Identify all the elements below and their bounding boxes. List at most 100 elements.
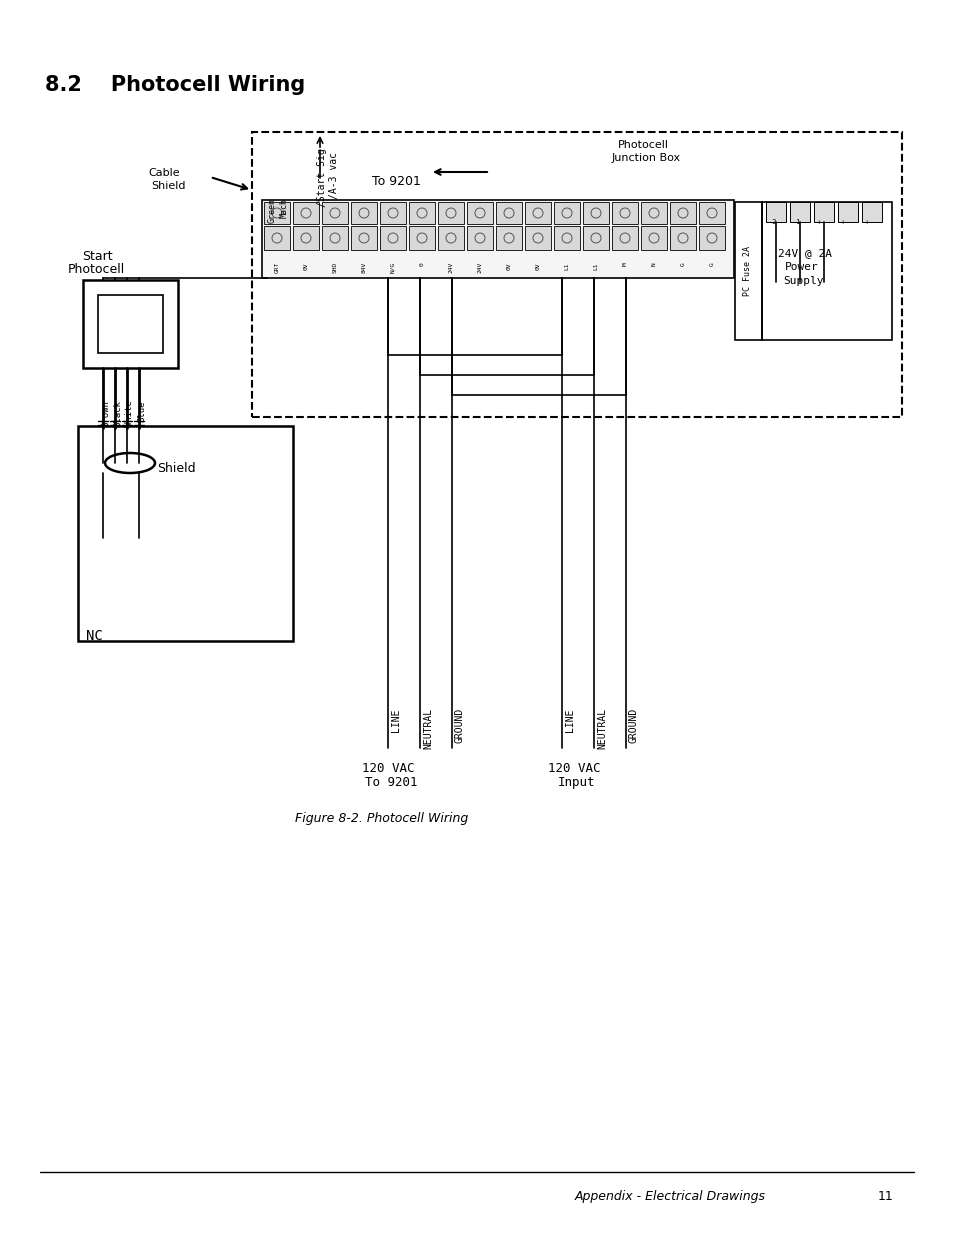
Text: LINE: LINE (564, 708, 575, 731)
Text: 0V: 0V (303, 262, 308, 269)
Text: Supply: Supply (782, 275, 822, 287)
Text: 24V: 24V (448, 262, 453, 273)
Text: Shield: Shield (151, 182, 185, 191)
Bar (862, 203, 882, 222)
Text: NEUTRAL: NEUTRAL (597, 708, 606, 750)
Text: +: + (864, 219, 868, 225)
Bar (761, 203, 891, 340)
Bar (524, 203, 551, 224)
Text: 24V: 24V (477, 262, 482, 273)
Text: N: N (651, 262, 656, 266)
Bar (437, 203, 463, 224)
Text: LINE: LINE (391, 708, 400, 731)
Text: Blue: Blue (137, 400, 146, 421)
Text: -2: -2 (768, 219, 777, 225)
Text: GRT: GRT (274, 262, 279, 273)
Bar (379, 226, 406, 249)
Text: Appendix - Electrical Drawings: Appendix - Electrical Drawings (575, 1191, 765, 1203)
Text: Mach: Mach (280, 198, 289, 219)
Text: 84V: 84V (361, 262, 366, 273)
Bar (78, 426, 293, 641)
Text: Start: Start (82, 249, 112, 263)
Bar (765, 203, 785, 222)
Bar (813, 203, 833, 222)
Text: /Start Sig: /Start Sig (316, 148, 327, 206)
Bar (264, 203, 290, 224)
Bar (496, 203, 521, 224)
Bar (264, 226, 290, 249)
Text: Black: Black (112, 400, 122, 427)
Text: Photocell: Photocell (618, 140, 668, 149)
Bar (554, 226, 579, 249)
Text: +: + (816, 219, 821, 225)
Bar (252, 132, 901, 417)
Bar (582, 203, 608, 224)
Text: Power: Power (784, 262, 818, 272)
Bar (98, 295, 163, 353)
Bar (554, 203, 579, 224)
Bar (582, 226, 608, 249)
Text: G: G (679, 262, 685, 266)
Bar (409, 203, 435, 224)
Text: /A-3 vac: /A-3 vac (329, 152, 338, 199)
Text: M: M (622, 262, 627, 266)
Text: Brown: Brown (101, 400, 110, 427)
Bar (351, 226, 376, 249)
Bar (837, 203, 857, 222)
Bar (669, 203, 696, 224)
Bar (640, 226, 666, 249)
Bar (379, 203, 406, 224)
Text: To 9201: To 9201 (365, 776, 417, 789)
Text: Green: Green (268, 198, 276, 224)
Bar (351, 203, 376, 224)
Bar (467, 203, 493, 224)
Text: L1: L1 (564, 262, 569, 269)
Text: 8.2    Photocell Wiring: 8.2 Photocell Wiring (45, 75, 305, 95)
Text: PC Fuse 2A: PC Fuse 2A (742, 246, 752, 296)
Bar (437, 226, 463, 249)
Bar (669, 226, 696, 249)
Text: Photocell: Photocell (68, 263, 125, 275)
Bar (262, 200, 733, 278)
Text: 120 VAC: 120 VAC (361, 762, 414, 776)
Text: GROUND: GROUND (628, 708, 639, 743)
Bar (293, 226, 318, 249)
Text: 11: 11 (877, 1191, 893, 1203)
Text: +: + (841, 219, 844, 225)
Bar (699, 226, 724, 249)
Bar (734, 203, 761, 340)
Text: Cable: Cable (148, 168, 179, 178)
Text: Figure 8-2. Photocell Wiring: Figure 8-2. Photocell Wiring (294, 811, 468, 825)
Bar (293, 203, 318, 224)
Text: G: G (709, 262, 714, 266)
Text: NEUTRAL: NEUTRAL (422, 708, 433, 750)
Text: 0V: 0V (535, 262, 540, 269)
Bar (612, 203, 638, 224)
Bar (612, 226, 638, 249)
Text: N/G: N/G (390, 262, 395, 273)
Text: 24V @ 2A: 24V @ 2A (778, 248, 831, 258)
Text: -1: -1 (792, 219, 801, 225)
Text: NC: NC (86, 629, 103, 643)
Bar (322, 226, 348, 249)
Text: GROUND: GROUND (455, 708, 464, 743)
Bar (789, 203, 809, 222)
Text: L1: L1 (593, 262, 598, 269)
Text: Shield: Shield (157, 462, 195, 474)
Bar (524, 226, 551, 249)
Bar (322, 203, 348, 224)
Bar (83, 280, 178, 368)
Bar (467, 226, 493, 249)
Text: 0: 0 (419, 262, 424, 266)
Text: To 9201: To 9201 (372, 175, 420, 188)
Bar (496, 226, 521, 249)
Text: Input: Input (558, 776, 595, 789)
Text: Junction Box: Junction Box (612, 153, 680, 163)
Bar (699, 203, 724, 224)
Text: SHD: SHD (333, 262, 337, 273)
Text: 0V: 0V (506, 262, 511, 269)
Text: 120 VAC: 120 VAC (547, 762, 599, 776)
Bar (640, 203, 666, 224)
Bar (409, 226, 435, 249)
Text: White: White (125, 400, 133, 427)
